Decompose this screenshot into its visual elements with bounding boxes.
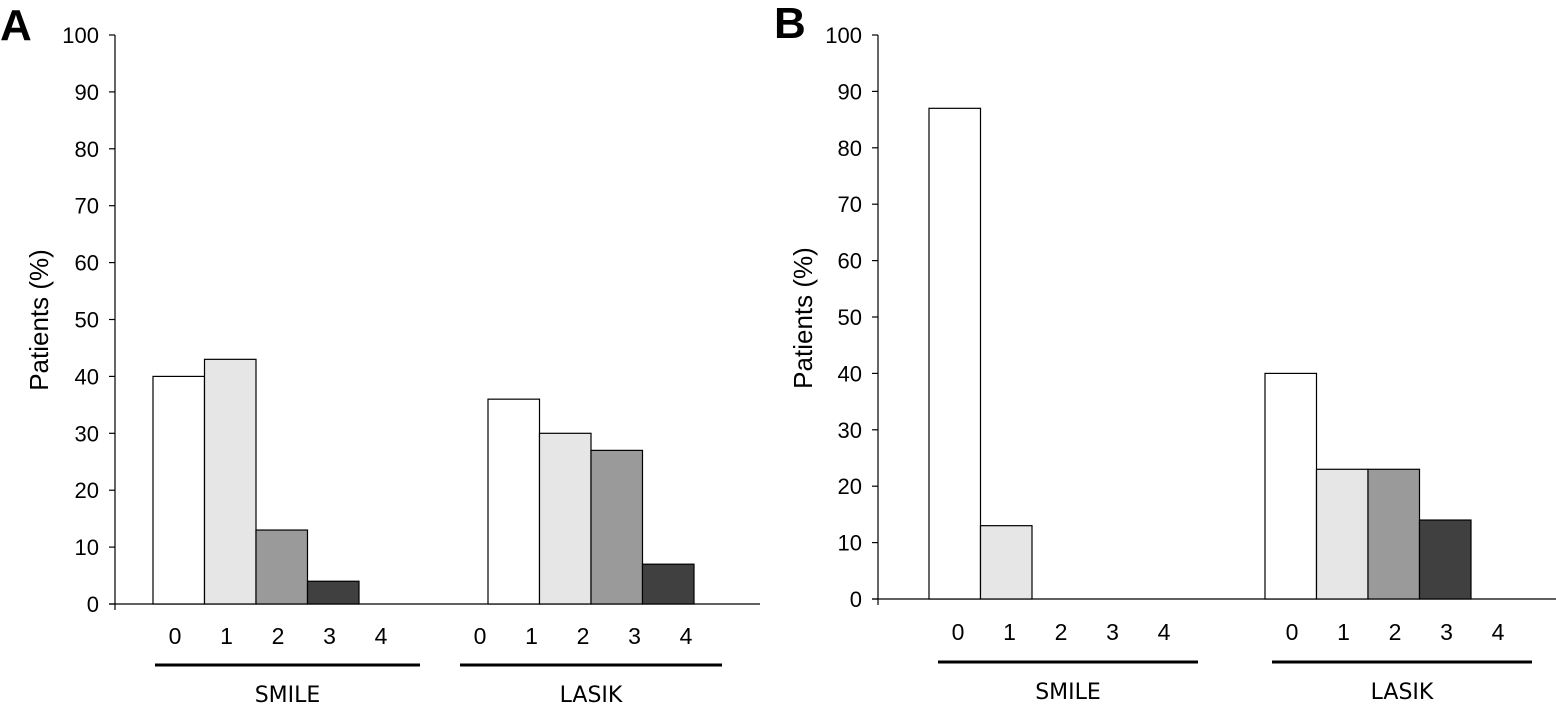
panel-b-y-tick-label: 0 xyxy=(850,587,862,612)
panel-b-y-tick-label: 30 xyxy=(838,418,862,443)
panel-b-bar-smile-1 xyxy=(979,525,1033,600)
panel-b-y-tick-label: 80 xyxy=(838,136,862,161)
panel-a-category-label: 1 xyxy=(220,623,233,649)
panel-b-category-label: 1 xyxy=(1337,619,1350,645)
panel-a-bar-smile-3 xyxy=(306,580,360,605)
panel-a-y-tick-label: 20 xyxy=(75,478,99,503)
panel-b-y-tick-label: 10 xyxy=(838,531,862,556)
panel-b-category-label: 1 xyxy=(1003,619,1016,645)
panel-letter-a: A xyxy=(0,1,32,50)
panel-a-category-label: 0 xyxy=(474,623,487,649)
panel-a-y-tick-label: 50 xyxy=(75,308,99,333)
panel-a-y-tick-label: 70 xyxy=(75,194,99,219)
panel-a-y-tick-label: 100 xyxy=(62,23,99,48)
panel-a-y-tick-label: 10 xyxy=(75,535,99,560)
panel-b-y-tick-label: 100 xyxy=(825,23,862,48)
panel-a-bar-lasik-2 xyxy=(590,449,644,605)
panel-b-y-tick-label: 40 xyxy=(838,361,862,386)
panel-b-category-label: 3 xyxy=(1106,619,1119,645)
panel-b-y-tick-label: 90 xyxy=(838,79,862,104)
panel-a-bar-smile-2 xyxy=(255,529,309,605)
panel-b-category-label: 0 xyxy=(1286,619,1299,645)
panel-a-y-tick-label: 30 xyxy=(75,421,99,446)
panel-b-y-tick-label: 20 xyxy=(838,474,862,499)
panel-a-bar-lasik-1 xyxy=(538,432,592,605)
panel-a-category-label: 1 xyxy=(525,623,538,649)
panel-a-y-tick-label: 0 xyxy=(87,592,99,617)
panel-b-y-tick-label: 60 xyxy=(838,249,862,274)
panel-a-bar-smile-1 xyxy=(203,358,257,605)
panel-a-category-label: 3 xyxy=(323,623,336,649)
panel-a-y-axis-title: Patients (%) xyxy=(24,249,54,391)
panel-a-bar-lasik-3 xyxy=(641,563,695,605)
panel-b-bar-lasik-2 xyxy=(1367,468,1421,600)
panel-a-y-tick-label: 80 xyxy=(75,137,99,162)
panel-b-category-label: 2 xyxy=(1389,619,1402,645)
panel-a-bar-lasik-0 xyxy=(487,398,541,605)
panel-b-category-label: 4 xyxy=(1492,619,1505,645)
panel-b-y-tick-label: 70 xyxy=(838,192,862,217)
panel-a-y-tick-label: 40 xyxy=(75,364,99,389)
panel-b-group-label-lasik: LASIK xyxy=(1371,680,1434,705)
panel-b-bar-lasik-3 xyxy=(1418,519,1472,600)
panel-b-bar-lasik-0 xyxy=(1264,372,1318,600)
panel-a-bar-smile-0 xyxy=(152,375,206,605)
panel-a-y-tick-label: 60 xyxy=(75,251,99,276)
panel-b-group-label-smile: SMILE xyxy=(1035,680,1101,705)
panel-b-category-label: 0 xyxy=(952,619,965,645)
panel-b-y-axis-title: Patients (%) xyxy=(788,247,818,389)
panel-b-category-label: 2 xyxy=(1055,619,1068,645)
panel-a-category-label: 3 xyxy=(628,623,641,649)
panel-b-bar-smile-0 xyxy=(928,107,982,600)
panel-a-y-tick-label: 90 xyxy=(75,80,99,105)
panel-letter-b: B xyxy=(774,0,806,48)
panel-a-category-label: 2 xyxy=(272,623,285,649)
panel-a-category-label: 2 xyxy=(577,623,590,649)
panel-a-category-label: 4 xyxy=(680,623,693,649)
panel-a-group-label-smile: SMILE xyxy=(255,683,321,708)
panel-a-category-label: 4 xyxy=(375,623,388,649)
panel-b-bar-lasik-1 xyxy=(1315,468,1369,600)
panel-b-category-label: 4 xyxy=(1158,619,1171,645)
panel-b-y-tick-label: 50 xyxy=(838,305,862,330)
panel-a-category-label: 0 xyxy=(169,623,182,649)
panel-b-category-label: 3 xyxy=(1440,619,1453,645)
panel-a-group-label-lasik: LASIK xyxy=(560,683,623,708)
